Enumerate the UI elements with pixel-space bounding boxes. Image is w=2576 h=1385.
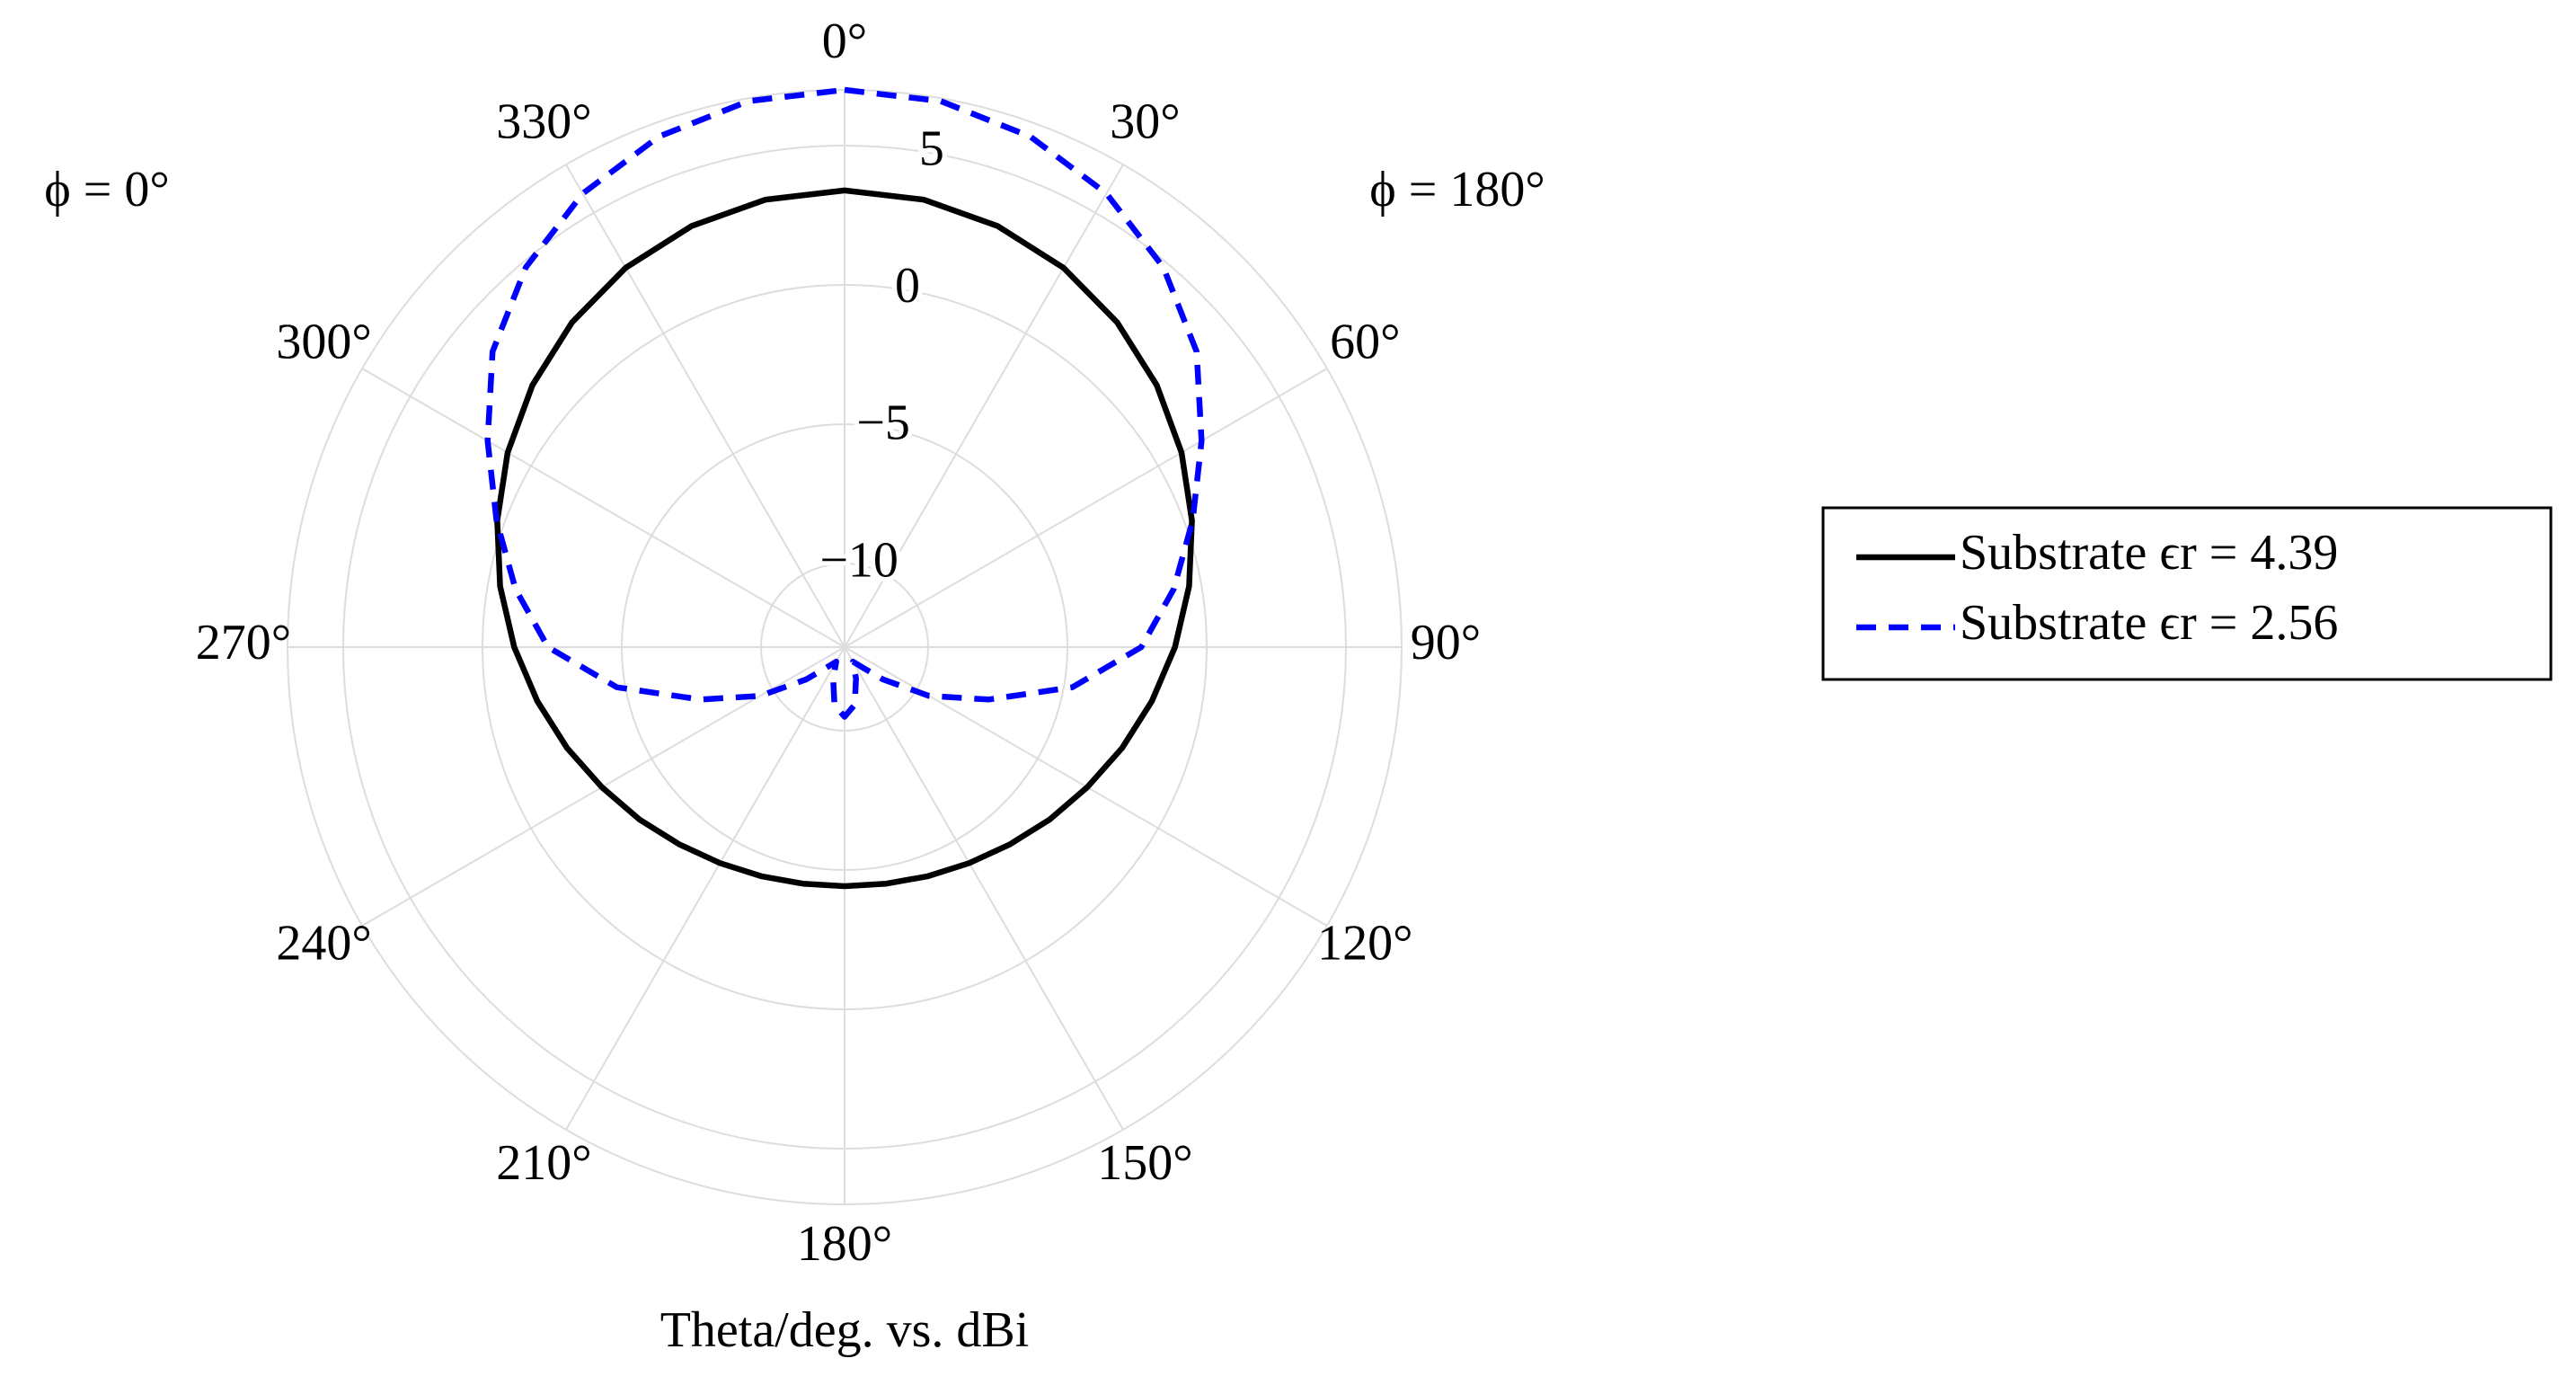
series-line	[484, 86, 1205, 720]
r-tick-label: 5	[919, 120, 944, 176]
theta-tick-label: 270°	[196, 615, 291, 670]
theta-tick-label: 30°	[1110, 93, 1180, 149]
grid	[287, 89, 1403, 1205]
x-axis-label: Theta/deg. vs. dBi	[660, 1302, 1030, 1358]
legend-label: Substrate ϵr = 4.39	[1960, 525, 2338, 581]
grid-spoke	[565, 164, 845, 648]
theta-tick-label: 240°	[276, 915, 371, 971]
grid-spoke	[844, 646, 1124, 1131]
grid-spoke	[844, 164, 1124, 648]
grid-spoke	[361, 368, 845, 648]
theta-tick-label: 150°	[1097, 1135, 1192, 1191]
theta-tick-label: 300°	[276, 314, 371, 369]
annotation: ϕ = 180°	[1369, 162, 1545, 218]
r-tick-label: −5	[856, 395, 910, 451]
r-tick-label: 0	[895, 258, 920, 314]
grid-spoke	[844, 368, 1328, 648]
theta-tick-label: 60°	[1330, 314, 1400, 369]
theta-tick-label: 180°	[797, 1216, 892, 1272]
theta-tick-label: 330°	[496, 93, 591, 149]
theta-tick-label: 120°	[1317, 915, 1412, 971]
legend-box	[1821, 506, 2553, 681]
series-line	[494, 187, 1195, 890]
annotation: ϕ = 0°	[44, 162, 169, 218]
legend-label: Substrate ϵr = 2.56	[1960, 595, 2338, 651]
r-tick-label: −10	[819, 532, 899, 588]
theta-tick-label: 90°	[1411, 615, 1481, 670]
theta-tick-label: 0°	[822, 13, 867, 69]
grid-spoke	[565, 646, 845, 1131]
theta-tick-label: 210°	[496, 1135, 591, 1191]
